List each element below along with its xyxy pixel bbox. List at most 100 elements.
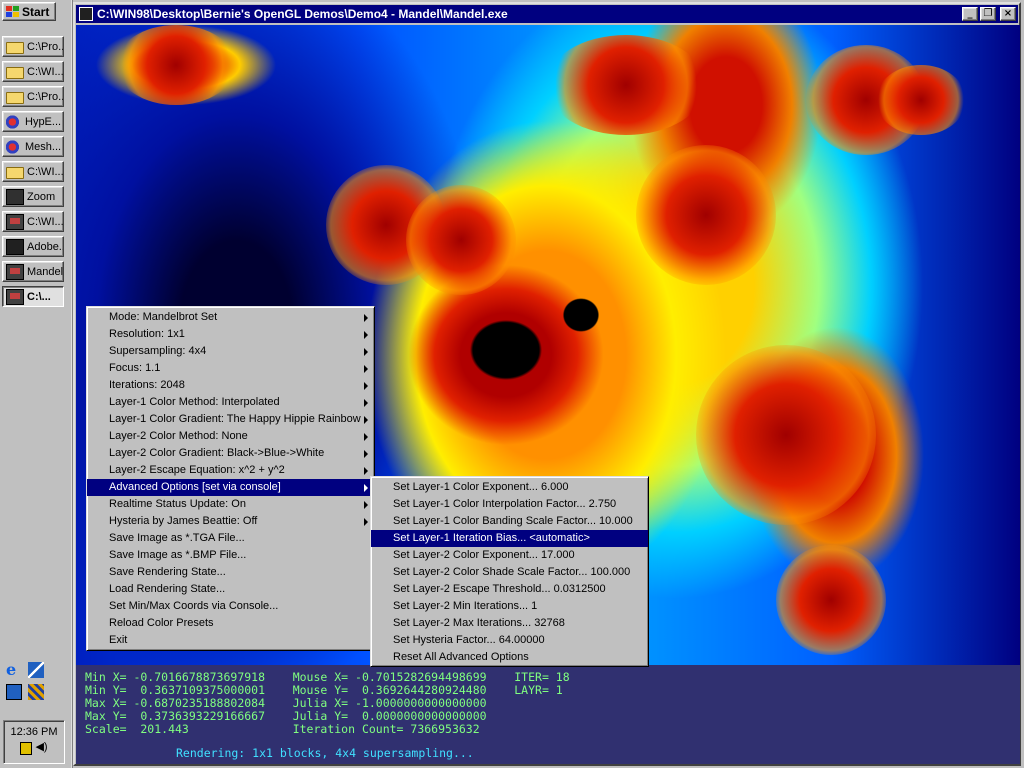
context-menu-item-label: Hysteria by James Beattie: Off xyxy=(109,515,258,527)
advanced-submenu-item[interactable]: Set Layer-2 Color Shade Scale Factor... … xyxy=(371,564,648,581)
adobe-app-icon xyxy=(6,238,24,255)
taskbar-button[interactable]: HypE... xyxy=(2,111,64,132)
advanced-submenu-item[interactable]: Set Layer-1 Color Exponent... 6.000 xyxy=(371,479,648,496)
advanced-submenu-item[interactable]: Set Layer-2 Min Iterations... 1 xyxy=(371,598,648,615)
context-menu-item[interactable]: Focus: 1.1 xyxy=(87,360,374,377)
console-line: Min X= -0.7016678873697918 Mouse X= -0.7… xyxy=(85,670,570,684)
context-menu-item-label: Save Image as *.BMP File... xyxy=(109,549,247,561)
keyboard-icon[interactable] xyxy=(20,742,33,755)
submenu-arrow-icon xyxy=(364,501,368,509)
internet-explorer-icon[interactable]: e xyxy=(6,660,17,679)
advanced-submenu-item-label: Set Layer-2 Color Exponent... 17.000 xyxy=(393,549,575,561)
start-label: Start xyxy=(22,4,50,19)
advanced-submenu-item[interactable]: Set Layer-1 Color Banding Scale Factor..… xyxy=(371,513,648,530)
console-line: Max Y= 0.3736393229166667 Julia Y= 0.000… xyxy=(85,709,487,723)
taskbar-button-label: Adobe... xyxy=(27,240,64,253)
fractal-tendril xyxy=(406,185,516,295)
maximize-button[interactable]: ❐ xyxy=(980,7,996,21)
taskbar-button-label: HypE... xyxy=(25,115,62,128)
context-menu-item-label: Resolution: 1x1 xyxy=(109,328,185,340)
context-menu-item[interactable]: Set Min/Max Coords via Console... xyxy=(87,598,374,615)
advanced-submenu-item[interactable]: Set Layer-2 Color Exponent... 17.000 xyxy=(371,547,648,564)
context-menu-item-label: Mode: Mandelbrot Set xyxy=(109,311,218,323)
context-menu-item-label: Layer-1 Color Method: Interpolated xyxy=(109,396,280,408)
submenu-arrow-icon xyxy=(364,518,368,526)
context-menu-item[interactable]: Iterations: 2048 xyxy=(87,377,374,394)
mesh-app-icon xyxy=(6,139,22,154)
taskbar-button[interactable]: C:\WI... xyxy=(2,61,64,82)
context-menu-item[interactable]: Reload Color Presets xyxy=(87,615,374,632)
start-button[interactable]: Start xyxy=(2,2,56,21)
windows-logo-icon xyxy=(6,5,19,18)
rendering-status: Rendering: 1x1 blocks, 4x4 supersampling… xyxy=(176,746,474,760)
context-menu-item-label: Reload Color Presets xyxy=(109,617,214,629)
context-menu-item[interactable]: Layer-2 Escape Equation: x^2 + y^2 xyxy=(87,462,374,479)
context-menu-item[interactable]: Resolution: 1x1 xyxy=(87,326,374,343)
context-menu-item[interactable]: Layer-1 Color Gradient: The Happy Hippie… xyxy=(87,411,374,428)
taskbar-button[interactable]: Zoom xyxy=(2,186,64,207)
console-line: Max X= -0.6870235188802084 Julia X= -1.0… xyxy=(85,696,487,710)
mandel-app-icon[interactable] xyxy=(79,7,93,21)
advanced-submenu-item[interactable]: Set Layer-2 Escape Threshold... 0.031250… xyxy=(371,581,648,598)
minimize-button[interactable]: _ xyxy=(962,7,978,21)
taskbar-button[interactable]: Mandel xyxy=(2,261,64,282)
context-menu-item[interactable]: Layer-2 Color Gradient: Black->Blue->Whi… xyxy=(87,445,374,462)
status-console: Min X= -0.7016678873697918 Mouse X= -0.7… xyxy=(76,665,1020,764)
context-menu-item[interactable]: Layer-1 Color Method: Interpolated xyxy=(87,394,374,411)
context-menu: Mode: Mandelbrot Set Resolution: 1x1 Super… xyxy=(86,306,375,651)
context-menu-item[interactable]: Supersampling: 4x4 xyxy=(87,343,374,360)
context-menu-item[interactable]: Load Rendering State... xyxy=(87,581,374,598)
tray-clock[interactable]: 12:36 PM ◀) xyxy=(3,720,65,764)
advanced-submenu-item[interactable]: Set Hysteria Factor... 64.00000 xyxy=(371,632,648,649)
window-titlebar[interactable]: C:\WIN98\Desktop\Bernie's OpenGL Demos\D… xyxy=(76,5,1018,23)
context-menu-item[interactable]: Save Image as *.BMP File... xyxy=(87,547,374,564)
submenu-arrow-icon xyxy=(364,399,368,407)
context-menu-item[interactable]: Mode: Mandelbrot Set xyxy=(87,309,374,326)
taskbar-button[interactable]: C:\... xyxy=(2,286,64,307)
taskbar-button[interactable]: C:\Pro... xyxy=(2,86,64,107)
context-menu-item-label: Advanced Options [set via console] xyxy=(109,481,281,493)
context-menu-item[interactable]: Save Rendering State... xyxy=(87,564,374,581)
channels-icon[interactable] xyxy=(28,684,44,700)
desktop-icon[interactable] xyxy=(6,684,22,700)
submenu-arrow-icon xyxy=(364,450,368,458)
submenu-arrow-icon xyxy=(364,416,368,424)
context-menu-item-label: Save Image as *.TGA File... xyxy=(109,532,245,544)
context-menu-item-label: Load Rendering State... xyxy=(109,583,226,595)
close-button[interactable]: × xyxy=(1000,7,1016,21)
fractal-tendril xyxy=(776,545,886,655)
taskbar-button[interactable]: C:\WI... xyxy=(2,161,64,182)
submenu-arrow-icon xyxy=(364,365,368,373)
advanced-submenu-item[interactable]: Set Layer-1 Color Interpolation Factor..… xyxy=(371,496,648,513)
fractal-tendril xyxy=(546,35,706,135)
taskbar-button-label: C:\WI... xyxy=(27,165,64,178)
taskbar-button[interactable]: C:\WI... xyxy=(2,211,64,232)
taskbar-button-label: C:\WI... xyxy=(27,215,64,228)
advanced-submenu-item[interactable]: Set Layer-2 Max Iterations... 32768 xyxy=(371,615,648,632)
speaker-icon[interactable]: ◀) xyxy=(35,741,48,753)
advanced-submenu-item[interactable]: Set Layer-1 Iteration Bias... <automatic… xyxy=(371,530,648,547)
context-menu-item-label: Layer-2 Color Gradient: Black->Blue->Whi… xyxy=(109,447,325,459)
context-menu-item[interactable]: Realtime Status Update: On xyxy=(87,496,374,513)
context-menu-item-label: Layer-1 Color Gradient: The Happy Hippie… xyxy=(109,413,361,425)
taskbar-button-label: C:\Pro... xyxy=(27,40,64,53)
network-icon[interactable] xyxy=(28,662,44,678)
taskbar-button[interactable]: Adobe... xyxy=(2,236,64,257)
taskbar-button-label: C:\WI... xyxy=(27,65,64,78)
system-tray: e xyxy=(2,660,68,712)
hyperbolic-app-icon xyxy=(6,114,22,129)
advanced-submenu-item-label: Set Hysteria Factor... 64.00000 xyxy=(393,634,545,646)
taskbar-button-label: C:\... xyxy=(27,290,51,303)
taskbar: Start C:\Pro... C:\WI... C:\Pro... HypE... M… xyxy=(0,0,73,768)
advanced-submenu-item[interactable]: Reset All Advanced Options xyxy=(371,649,648,666)
context-menu-item[interactable]: Hysteria by James Beattie: Off xyxy=(87,513,374,530)
advanced-submenu-item-label: Set Layer-2 Escape Threshold... 0.031250… xyxy=(393,583,606,595)
taskbar-button[interactable]: Mesh... xyxy=(2,136,64,157)
context-menu-item[interactable]: Advanced Options [set via console] xyxy=(87,479,374,496)
context-menu-item[interactable]: Exit xyxy=(87,632,374,649)
context-menu-item[interactable]: Layer-2 Color Method: None xyxy=(87,428,374,445)
taskbar-button[interactable]: C:\Pro... xyxy=(2,36,64,57)
context-menu-item[interactable]: Save Image as *.TGA File... xyxy=(87,530,374,547)
fractal-tendril xyxy=(696,345,876,525)
advanced-submenu-item-label: Set Layer-1 Color Interpolation Factor..… xyxy=(393,498,617,510)
